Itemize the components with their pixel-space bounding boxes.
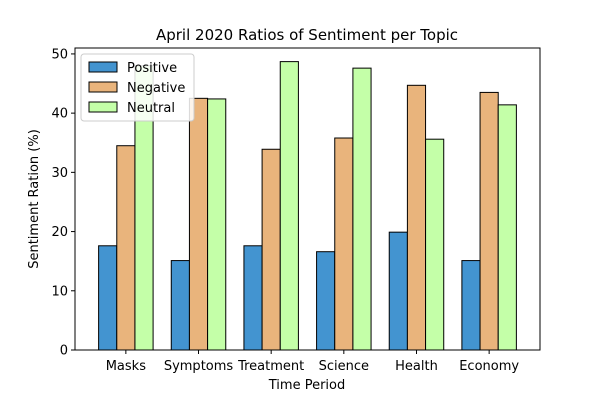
bar-positive-science xyxy=(316,251,336,351)
x-tick-label-economy: Economy xyxy=(459,359,519,374)
legend-swatch-positive xyxy=(88,61,118,73)
bar-neutral-treatment xyxy=(279,61,299,351)
x-axis: Masks Symptoms Treatment Science Health Econo… xyxy=(106,350,519,374)
x-tick-label-masks: Masks xyxy=(106,359,146,374)
bars-layer xyxy=(98,61,517,351)
bar-negative-economy xyxy=(479,91,499,351)
bar-negative-science xyxy=(334,137,354,351)
bar-positive-masks xyxy=(98,245,118,351)
legend-swatch-neutral xyxy=(88,101,118,113)
legend-swatch-negative xyxy=(88,81,118,93)
x-tick-label-treatment: Treatment xyxy=(237,359,304,374)
bar-positive-treatment xyxy=(243,245,263,351)
bar-negative-treatment xyxy=(261,148,281,351)
chart-title: April 2020 Ratios of Sentiment per Topic xyxy=(156,26,458,44)
y-tick-label: 50 xyxy=(51,47,68,62)
bar-neutral-symptoms xyxy=(207,98,227,351)
bar-neutral-health xyxy=(425,138,445,351)
y-axis-label: Sentiment Ration (%) xyxy=(27,129,42,269)
bar-positive-economy xyxy=(461,260,481,351)
legend-label-positive: Positive xyxy=(127,61,177,76)
legend: Positive Negative Neutral xyxy=(80,53,195,122)
bar-negative-masks xyxy=(116,145,136,351)
bar-positive-health xyxy=(388,231,408,351)
x-tick-label-health: Health xyxy=(395,359,438,374)
legend-label-neutral: Neutral xyxy=(127,101,175,116)
y-tick-label: 10 xyxy=(51,284,68,299)
x-tick-label-science: Science xyxy=(319,359,369,374)
y-axis: 0 10 20 30 40 50 xyxy=(51,47,75,359)
bar-positive-symptoms xyxy=(170,260,190,351)
y-tick-label: 20 xyxy=(51,225,68,240)
y-tick-label: 30 xyxy=(51,166,68,181)
x-tick-label-symptoms: Symptoms xyxy=(164,359,234,374)
bar-neutral-science xyxy=(352,67,372,351)
x-axis-label: Time Period xyxy=(268,378,345,393)
y-tick-label: 0 xyxy=(60,344,68,359)
bar-negative-health xyxy=(406,84,427,351)
y-tick-label: 40 xyxy=(51,107,68,122)
legend-label-negative: Negative xyxy=(127,81,185,96)
bar-neutral-economy xyxy=(497,104,517,351)
plot-frame xyxy=(74,47,541,351)
bar-negative-symptoms xyxy=(188,97,209,351)
